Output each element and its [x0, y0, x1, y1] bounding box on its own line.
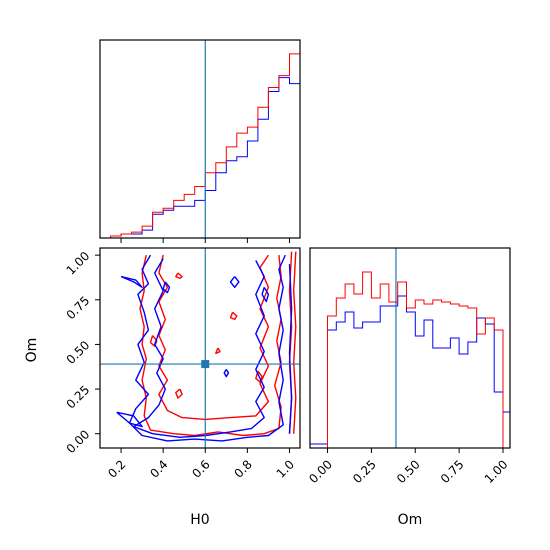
h0-histogram-frame — [99, 39, 301, 239]
x-tick-label: 0.00 — [306, 457, 335, 486]
om-histogram-panel: 0.00 0.25 0.50 0.75 1.00 — [306, 247, 511, 486]
red-contour-4 — [229, 311, 238, 321]
x-tick-label: 0.25 — [350, 457, 379, 486]
red-contour-0 — [139, 254, 282, 437]
y-tick-label: 0.00 — [64, 427, 93, 456]
blue-contour-4 — [288, 264, 293, 434]
h0-histogram-ticks — [120, 238, 290, 243]
red-contour-3 — [293, 251, 297, 434]
x-tick-label: 0.6 — [189, 457, 212, 480]
blue-contour-3 — [116, 411, 143, 428]
red-om-histogram — [310, 271, 510, 449]
blue-om-histogram — [309, 295, 511, 448]
y-tick-label: 0.25 — [64, 383, 93, 412]
om-histogram-series — [309, 248, 511, 449]
contour-series — [100, 248, 300, 448]
red-contour-1 — [158, 254, 270, 421]
x-tick-label: 1.00 — [482, 457, 511, 486]
x-tick-label: 0.75 — [438, 457, 467, 486]
red-h0-histogram — [100, 53, 301, 239]
h0-histogram-series — [100, 40, 301, 239]
red-contour-7 — [175, 388, 183, 399]
contour-ticks: 0.2 0.4 0.6 0.8 1.0 0.00 0.25 0.50 0.75 1.00 — [64, 249, 297, 481]
y-tick-label: 1.00 — [64, 249, 93, 278]
truth-marker — [201, 360, 210, 369]
blue-contour-8 — [261, 286, 270, 303]
om-x-axis-label: Om — [398, 512, 423, 528]
y-tick-label: 0.75 — [64, 293, 93, 322]
red-contour-8 — [215, 347, 221, 355]
blue-contour-7 — [223, 369, 230, 378]
om-histogram-frame — [309, 247, 511, 449]
x-tick-label: 0.8 — [232, 457, 255, 480]
x-tick-label: 0.50 — [394, 457, 423, 486]
blue-contour-2 — [120, 275, 143, 288]
red-contour-6 — [149, 335, 158, 347]
contour-frame — [99, 247, 301, 449]
blue-contour-0 — [128, 254, 286, 442]
om-y-axis-label: Om — [24, 338, 40, 363]
blue-contour-1 — [132, 258, 265, 438]
x-tick-label: 0.2 — [105, 457, 128, 480]
h0-om-contour-panel: 0.2 0.4 0.6 0.8 1.0 0.00 0.25 0.50 0.75 1.00 — [64, 247, 301, 481]
x-tick-label: 1.0 — [274, 457, 297, 480]
red-contour-5 — [175, 272, 183, 280]
om-histogram-ticks: 0.00 0.25 0.50 0.75 1.00 — [306, 448, 511, 486]
h0-histogram-panel — [99, 39, 301, 243]
blue-h0-histogram — [100, 77, 301, 239]
red-contour-9 — [255, 370, 263, 383]
y-tick-label: 0.50 — [64, 338, 93, 367]
blue-contour-5 — [229, 276, 240, 288]
blue-contour-6 — [162, 281, 171, 294]
x-tick-label: 0.4 — [147, 457, 170, 480]
h0-axis-label: H0 — [190, 512, 209, 528]
